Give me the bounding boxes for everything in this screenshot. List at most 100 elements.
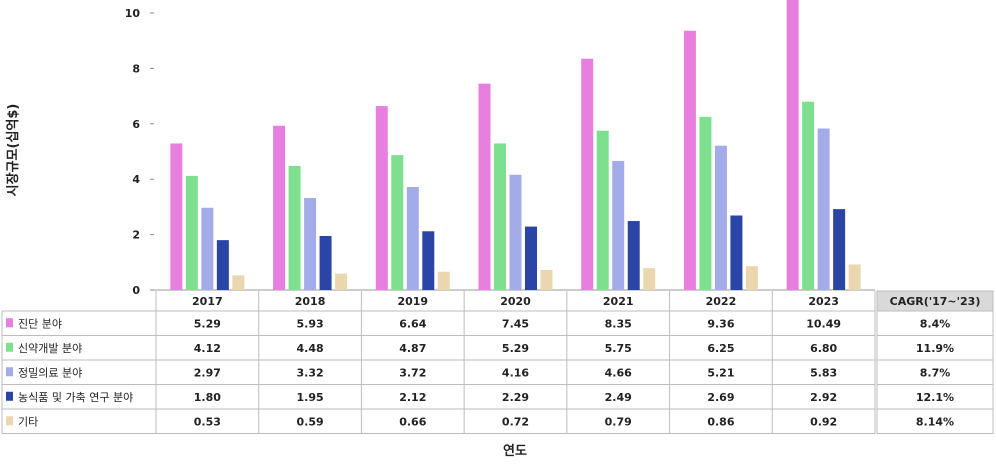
bar [643, 268, 656, 290]
data-label: 3.72 [399, 366, 426, 379]
data-label: 4.87 [399, 342, 426, 355]
data-label: 2.69 [707, 391, 734, 404]
bar [540, 270, 553, 290]
x-tick-label: 2018 [295, 295, 326, 308]
legend-label: 진단 분야 [18, 317, 62, 330]
bar [406, 186, 419, 290]
bar [596, 130, 609, 290]
x-tick-label: 2022 [706, 295, 737, 308]
bar [745, 266, 758, 290]
bar [185, 175, 198, 290]
legend-label: 기타 [18, 415, 38, 428]
bar [786, 0, 799, 290]
x-tick-label: 2017 [192, 295, 223, 308]
data-table: 2017 2018 2019 2020 2021 2022 2023 진단 분야 5.29 5.9… [1, 290, 994, 434]
data-label: 6.64 [399, 317, 426, 330]
legend-swatch [6, 416, 13, 426]
bar [525, 226, 537, 290]
bar [335, 273, 348, 290]
y-tick-label: 6 [132, 118, 140, 131]
data-label: 0.66 [399, 415, 426, 428]
bar [833, 209, 846, 290]
legend-label: 농식품 및 가축 연구 분야 [18, 391, 133, 404]
bar [612, 160, 625, 290]
data-label: 8.35 [605, 317, 632, 330]
bar [232, 275, 245, 290]
data-label: 2.49 [605, 391, 632, 404]
data-label: 0.53 [194, 415, 221, 428]
bar [304, 198, 317, 290]
y-axis: 0 2 4 6 8 10 [125, 7, 154, 297]
x-tick-label: 2023 [808, 295, 839, 308]
data-label: 6.80 [810, 342, 837, 355]
bar [730, 215, 743, 290]
data-label: 4.66 [605, 366, 632, 379]
bar [273, 125, 286, 290]
x-tick-label: 2019 [397, 295, 428, 308]
legend-swatch [6, 342, 13, 352]
cagr-value: 8.4% [920, 317, 951, 330]
y-tick-label: 10 [125, 7, 141, 20]
data-label: 2.92 [810, 391, 837, 404]
bar [288, 165, 301, 290]
cagr-column-border [876, 310, 994, 434]
y-tick-label: 0 [132, 284, 140, 297]
legend-label: 신약개발 분야 [18, 341, 82, 355]
x-axis-label: 연도 [503, 444, 527, 459]
data-label: 2.29 [502, 391, 529, 404]
bar [683, 30, 696, 291]
data-label: 4.12 [194, 342, 221, 355]
data-label: 5.29 [502, 342, 529, 355]
cagr-value: 11.9% [916, 342, 954, 355]
y-tick-label: 8 [132, 62, 140, 75]
data-label: 0.79 [605, 415, 632, 428]
bar [714, 145, 727, 290]
cagr-value: 8.7% [920, 366, 951, 379]
bar [802, 101, 815, 290]
bar [509, 174, 522, 290]
x-tick-label: 2021 [603, 295, 634, 308]
bar [699, 116, 712, 290]
bar [494, 143, 506, 290]
data-label: 4.48 [297, 342, 324, 355]
data-label: 5.93 [297, 317, 324, 330]
data-label: 5.29 [194, 317, 221, 330]
data-label: 0.72 [502, 415, 529, 428]
y-tick-label: 4 [132, 173, 140, 186]
bars [170, 0, 861, 291]
bar [391, 155, 404, 290]
x-tick-label: 2020 [500, 295, 531, 308]
data-label: 6.25 [707, 342, 734, 355]
data-label: 7.45 [502, 317, 529, 330]
bar [478, 83, 491, 290]
bar [201, 207, 214, 290]
data-label: 0.92 [810, 415, 837, 428]
data-label: 5.21 [707, 366, 734, 379]
data-label: 3.32 [297, 366, 324, 379]
bar [437, 271, 450, 290]
data-label: 1.95 [297, 391, 324, 404]
bar [817, 128, 830, 290]
data-label: 5.75 [605, 342, 632, 355]
bar [319, 235, 332, 290]
legend-swatch [6, 367, 13, 377]
bar [581, 58, 594, 290]
data-label: 5.83 [810, 366, 837, 379]
data-label: 10.49 [806, 317, 841, 330]
bar [375, 106, 388, 291]
legend-swatch [6, 391, 13, 401]
bar [848, 264, 861, 290]
data-label: 2.12 [399, 391, 426, 404]
legend-label: 정밀의료 분야 [18, 366, 82, 379]
data-label: 9.36 [707, 317, 734, 330]
data-label: 1.80 [194, 391, 221, 404]
cagr-value: 8.14% [916, 415, 954, 428]
data-label: 4.16 [502, 366, 529, 379]
y-axis-label: 시장규모(십억$) [5, 104, 21, 197]
bar [216, 240, 229, 290]
legend-swatch [6, 318, 13, 328]
bar [422, 231, 435, 290]
data-label: 0.86 [707, 415, 734, 428]
data-label: 0.59 [297, 415, 324, 428]
cagr-header: CAGR('17~'23) [890, 295, 981, 308]
